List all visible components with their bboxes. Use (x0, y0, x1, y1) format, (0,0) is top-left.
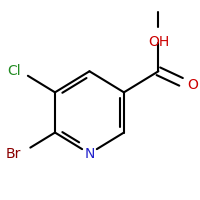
Text: O: O (187, 78, 198, 92)
Text: N: N (84, 147, 95, 161)
Text: Br: Br (5, 147, 21, 161)
Text: OH: OH (148, 35, 169, 49)
Text: Cl: Cl (7, 64, 21, 78)
